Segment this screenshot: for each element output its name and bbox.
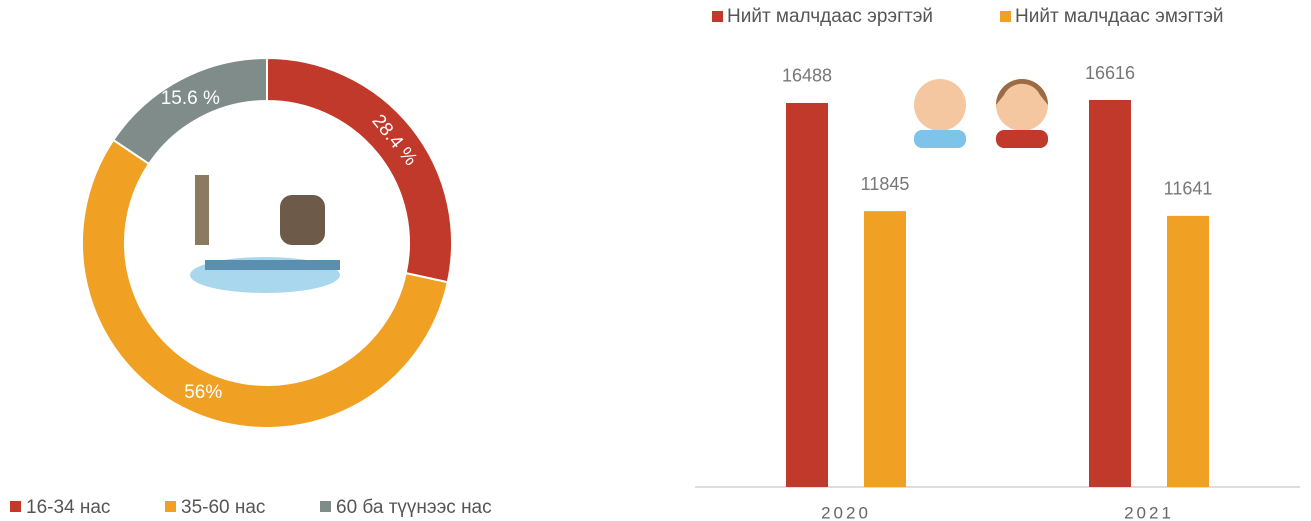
bar <box>1089 100 1131 487</box>
bar <box>786 102 828 487</box>
legend-label: Нийт малчдаас эрэгтэй <box>727 6 933 27</box>
bar <box>1167 215 1209 487</box>
slice-label: 56% <box>184 382 222 403</box>
legend-swatch <box>10 501 21 512</box>
legend-label: 16-34 нас <box>26 497 110 518</box>
legend-label: 60 ба түүнээс нас <box>336 497 492 518</box>
slice-label: 15.6 % <box>161 88 220 109</box>
faces-icon <box>914 79 1048 148</box>
donut-slice <box>81 138 449 429</box>
legend-swatch <box>1000 11 1011 22</box>
legend-swatch <box>320 501 331 512</box>
center-illustration <box>190 175 340 293</box>
value-label: 11845 <box>861 174 910 194</box>
legend-swatch <box>165 501 176 512</box>
value-label: 16616 <box>1085 63 1135 83</box>
value-label: 11641 <box>1164 179 1213 199</box>
value-label: 16488 <box>782 66 832 86</box>
bar <box>864 211 906 487</box>
x-tick-label: 2021 <box>1124 503 1174 521</box>
legend-label: Нийт малчдаас эмэгтэй <box>1015 6 1224 27</box>
legend-swatch <box>712 11 723 22</box>
legend-label: 35-60 нас <box>181 497 265 518</box>
donut-slice <box>111 56 268 166</box>
x-tick-label: 2020 <box>821 503 871 521</box>
donut-slice <box>266 56 453 284</box>
